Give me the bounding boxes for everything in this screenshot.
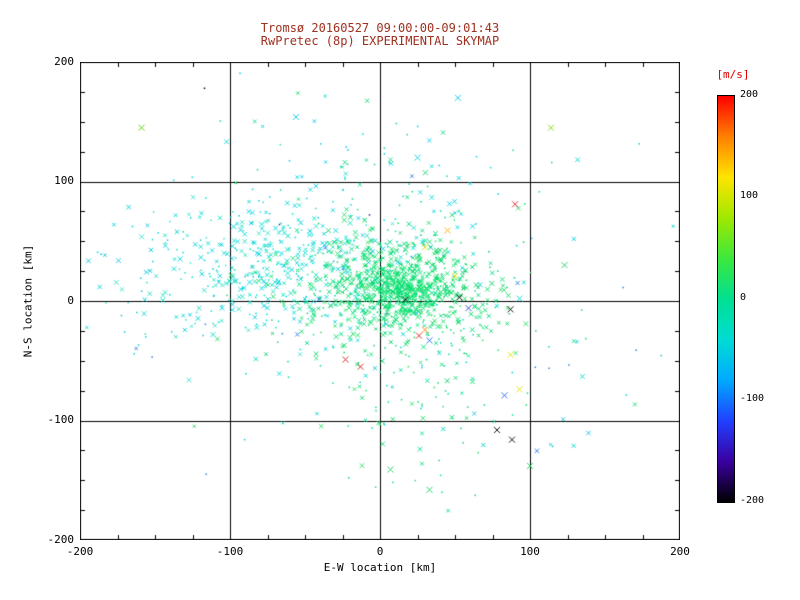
colorbar-tick-label: 0 <box>740 292 747 303</box>
chart-subtitle: RwPretec (8p) EXPERIMENTAL SKYMAP <box>260 34 500 48</box>
x-axis-label: E-W location [km] <box>323 561 437 574</box>
y-tick-label: 200 <box>54 55 74 68</box>
plot-area <box>80 62 680 540</box>
y-tick-label: 100 <box>54 174 74 187</box>
x-tick-label: -200 <box>66 545 94 558</box>
skymap-canvas <box>80 62 680 540</box>
x-tick-label: 200 <box>670 545 690 558</box>
colorbar-tick-label: -200 <box>740 495 765 506</box>
y-axis-label: N-S location [km] <box>21 244 35 358</box>
colorbar <box>717 95 735 503</box>
colorbar-title: [m/s] <box>716 68 750 81</box>
colorbar-tick-label: -100 <box>740 393 765 404</box>
y-tick-label: -100 <box>47 413 75 426</box>
chart-title: Tromsø 20160527 09:00:00-09:01:43 <box>260 21 500 35</box>
colorbar-tick-label: 200 <box>740 89 759 100</box>
colorbar-tick-label: 100 <box>740 190 759 201</box>
y-tick-label: 0 <box>67 294 74 307</box>
y-tick-label: -200 <box>47 533 75 546</box>
x-tick-label: 0 <box>376 545 384 558</box>
x-tick-label: -100 <box>216 545 244 558</box>
x-tick-label: 100 <box>520 545 540 558</box>
